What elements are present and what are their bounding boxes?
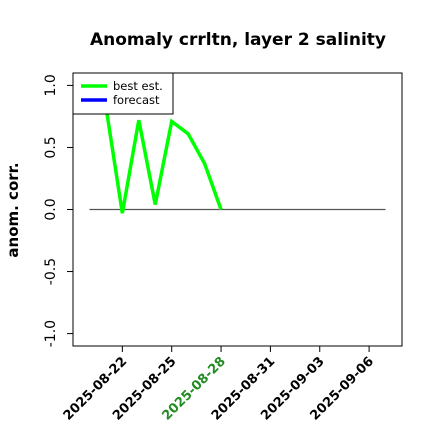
y-tick-label: -0.5: [43, 258, 59, 285]
legend-box: [72, 72, 174, 115]
legend: best est.forecast: [72, 72, 174, 115]
y-tick-label: -1.0: [43, 320, 59, 347]
plot-area: [89, 106, 386, 214]
legend-label: forecast: [113, 93, 160, 107]
series-line-best-est: [104, 106, 223, 214]
plot-frame: [72, 72, 403, 347]
y-ticks: -1.0 -0.5 0.0 0.5 1.0: [43, 74, 73, 347]
y-axis-label: anom. corr.: [4, 162, 22, 257]
x-ticks: 2025-08-222025-08-252025-08-282025-08-31…: [61, 346, 377, 424]
y-tick-label: 0.0: [43, 198, 59, 220]
legend-label: best est.: [113, 79, 163, 93]
chart-title: Anomaly crrltn, layer 2 salinity: [90, 30, 386, 50]
y-tick-label: 0.5: [43, 136, 59, 158]
y-tick-label: 1.0: [43, 74, 59, 96]
